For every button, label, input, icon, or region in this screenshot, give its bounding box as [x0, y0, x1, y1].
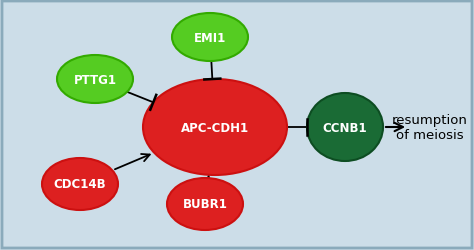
Text: APC-CDH1: APC-CDH1	[181, 121, 249, 134]
Text: resumption
of meiosis: resumption of meiosis	[392, 114, 468, 141]
Text: CCNB1: CCNB1	[323, 121, 367, 134]
Ellipse shape	[172, 14, 248, 62]
Text: BUBR1: BUBR1	[182, 198, 228, 211]
Text: PTTG1: PTTG1	[73, 73, 117, 86]
Text: EMI1: EMI1	[194, 31, 226, 44]
Ellipse shape	[143, 80, 287, 175]
Ellipse shape	[167, 178, 243, 230]
Ellipse shape	[42, 158, 118, 210]
Ellipse shape	[57, 56, 133, 104]
Text: CDC14B: CDC14B	[54, 178, 106, 191]
Ellipse shape	[307, 94, 383, 161]
